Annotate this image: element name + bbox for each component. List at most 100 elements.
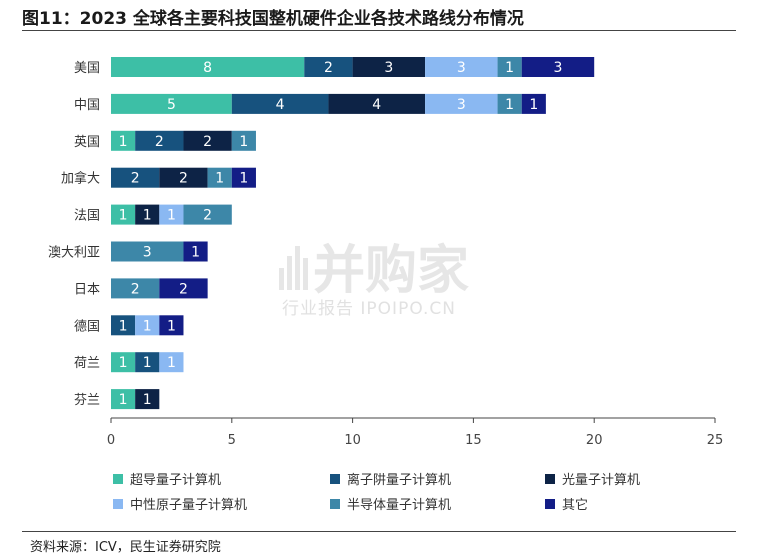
bar-segment [111,352,136,373]
top-rule [22,30,736,31]
bar-segment [207,167,232,188]
category-label: 德国 [74,319,100,334]
segment-value-label: 3 [143,245,152,261]
category-label: 美国 [74,61,100,76]
bar-segment [111,57,305,77]
bar-segment [111,204,136,225]
source-note: 资料来源：ICV，民生证券研究院 [30,540,221,555]
category-label: 法国 [74,209,100,224]
bottom-rule [22,531,736,532]
segment-value-label: 1 [143,318,152,334]
segment-value-label: 3 [457,97,466,113]
bar-segment [111,278,160,299]
category-label: 加拿大 [61,171,100,187]
bar-segment [521,57,595,77]
bar-segment [159,352,184,373]
segment-value-label: 4 [276,97,285,113]
legend-swatch [330,474,340,484]
chart-title: 图11：2023 全球各主要科技国整机硬件企业各技术路线分布情况 [22,9,524,29]
legend-label: 离子阱量子计算机 [347,472,451,488]
x-tick-label: 10 [344,433,361,448]
bar-segment [111,130,136,151]
bar-segment [135,130,184,151]
category-label: 荷兰 [74,356,100,371]
bar-segment [135,352,160,373]
segment-value-label: 1 [239,171,248,187]
x-tick-label: 5 [228,433,236,448]
bar-segment [159,278,208,299]
segment-value-label: 2 [324,60,333,76]
segment-value-label: 2 [203,134,212,150]
legend-label: 中性原子量子计算机 [130,498,247,513]
bar-segment [521,93,546,114]
bar-segment [328,93,426,114]
x-axis: 0 5 10 15 20 25 [107,417,724,448]
segment-value-label: 2 [155,134,164,150]
segment-value-label: 1 [239,134,248,150]
segment-value-label: 1 [143,355,152,371]
bar-segment [135,204,160,225]
segment-value-label: 1 [119,208,128,224]
bar-segment [497,93,522,114]
watermark: 并购家 行业报告 IPOIPO.CN [279,241,469,319]
segment-value-label: 1 [505,97,514,113]
bar-segment [159,167,208,188]
segment-value-label: 1 [529,97,538,113]
bar-segment [183,204,232,225]
category-label: 日本 [74,282,100,297]
segment-value-label: 3 [553,60,562,76]
x-tick-label: 0 [107,433,115,448]
segment-value-label: 1 [191,245,200,261]
bar-segment [231,93,329,114]
segment-value-label: 8 [203,60,212,76]
legend-swatch [330,499,340,509]
bar-segment [135,389,160,410]
segment-value-label: 1 [119,355,128,371]
x-tick-label: 25 [707,433,724,448]
legend-swatch [545,474,555,484]
bar-segment [111,167,160,188]
category-label: 芬兰 [74,393,100,408]
bar-segment [111,241,184,262]
bar-segment [304,57,353,77]
bar-segment [231,167,256,188]
segment-value-label: 1 [505,60,514,76]
legend-label: 光量子计算机 [562,473,640,488]
segment-value-label: 4 [372,97,381,113]
category-label: 英国 [74,135,100,150]
bar-segment [111,389,136,410]
bar-segment [425,93,498,114]
bar-segment [111,315,136,336]
category-label: 中国 [74,98,100,113]
bar-segment [111,93,232,114]
segment-value-label: 2 [203,208,212,224]
segment-value-label: 1 [215,171,224,187]
segment-value-label: 1 [167,208,176,224]
bar-segment [352,57,426,77]
stacked-bar-chart: 并购家 行业报告 IPOIPO.CN 美国 8 2 3 3 1 3中国 5 4 4 3 1 1英国 1 2 2… [48,57,724,513]
bar-segment [231,130,256,151]
segment-value-label: 5 [167,97,176,113]
segment-value-label: 1 [143,208,152,224]
watermark-logo-icon [279,246,308,290]
watermark-subtitle: 行业报告 IPOIPO.CN [282,299,456,319]
bar-segment [159,315,184,336]
bar-segment [183,241,208,262]
bar-segment [425,57,498,77]
legend-label: 超导量子计算机 [130,473,221,488]
segment-value-label: 3 [384,60,393,76]
legend-swatch [545,499,555,509]
bar-segment [183,130,232,151]
bar-segment [135,315,160,336]
watermark-brand: 并购家 [313,241,469,301]
segment-value-label: 1 [119,318,128,334]
segment-value-label: 1 [143,392,152,408]
x-tick-label: 20 [586,433,603,448]
bar-segment [497,57,522,77]
segment-value-label: 1 [119,134,128,150]
segment-value-label: 1 [167,318,176,334]
category-label: 澳大利亚 [48,245,100,261]
segment-value-label: 1 [119,392,128,408]
